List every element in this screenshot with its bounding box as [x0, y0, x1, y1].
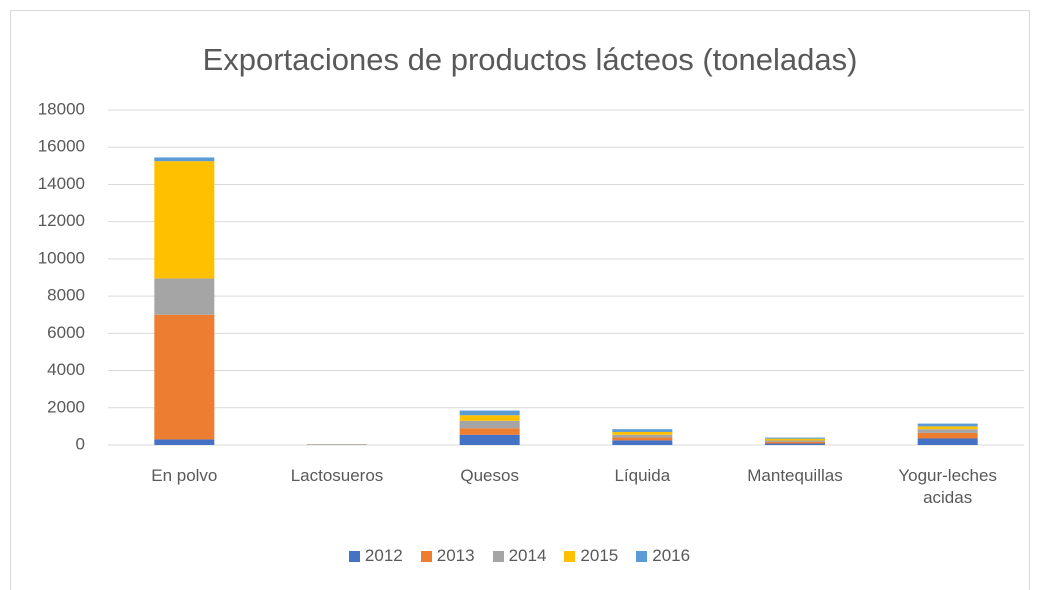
x-tick-label: Líquida — [614, 466, 671, 485]
legend-item: 2013 — [420, 546, 475, 566]
bar-segment — [765, 438, 825, 441]
y-tick-label: 14000 — [38, 174, 85, 193]
bar-segment — [765, 440, 825, 443]
bar-segment — [765, 437, 825, 439]
bar-segment — [765, 442, 825, 444]
legend-label: 2015 — [580, 546, 619, 565]
y-tick-label: 18000 — [38, 99, 85, 118]
bar-segment — [459, 434, 520, 445]
legend-swatch — [636, 550, 648, 562]
y-tick-label: 2000 — [47, 397, 85, 416]
legend-label: 2012 — [364, 546, 403, 565]
legend-label: 2013 — [436, 546, 475, 565]
bar-segment — [459, 410, 520, 416]
bar-segment — [154, 161, 215, 279]
bar-segment — [612, 434, 673, 438]
bar-segment — [765, 443, 825, 445]
legend-swatch — [420, 550, 432, 562]
x-tick-label: Lactosueros — [290, 466, 384, 485]
bar-segment — [917, 438, 978, 445]
chart-border — [10, 10, 1030, 590]
y-tick-label: 10000 — [38, 248, 85, 267]
x-tick-label: Quesos — [460, 466, 519, 485]
y-tick-label: 16000 — [38, 137, 85, 156]
x-tick-label: En polvo — [151, 466, 218, 485]
bar-segment — [917, 423, 978, 427]
y-tick-label: 0 — [76, 434, 85, 453]
y-tick-label: 4000 — [47, 360, 85, 379]
bar-segment — [459, 415, 520, 421]
bar-segment — [612, 437, 673, 441]
bar-segment — [612, 431, 673, 435]
chart-title: Exportaciones de productos lácteos (tone… — [203, 42, 858, 77]
y-tick-label: 6000 — [47, 323, 85, 342]
legend-item: 2016 — [636, 546, 690, 566]
bar-segment — [154, 278, 215, 315]
bar-segment — [917, 429, 978, 433]
y-tick-label: 12000 — [38, 211, 85, 230]
bar-segment — [917, 426, 978, 430]
x-tick-label: Yogur-leches acidas — [898, 466, 997, 507]
bar-segment — [154, 439, 215, 445]
bar-segment — [612, 440, 673, 445]
bar-segment — [154, 157, 215, 162]
legend: 2012 2013 2014 2015 2016 — [0, 546, 1039, 566]
bar-segment — [459, 420, 520, 429]
legend-label: 2016 — [652, 546, 691, 565]
bar-segment — [154, 314, 215, 440]
legend-item: 2015 — [564, 546, 618, 566]
legend-label: 2014 — [508, 546, 547, 565]
x-tick-label: Mantequillas — [747, 466, 843, 485]
bar-segment — [612, 429, 673, 432]
legend-swatch — [492, 550, 504, 562]
legend-item: 2012 — [348, 546, 403, 566]
bar-segment — [459, 428, 520, 435]
legend-item: 2014 — [492, 546, 547, 566]
bar-segment — [917, 432, 978, 439]
y-tick-label: 8000 — [47, 286, 85, 305]
legend-swatch — [564, 550, 576, 562]
legend-swatch — [348, 550, 360, 562]
